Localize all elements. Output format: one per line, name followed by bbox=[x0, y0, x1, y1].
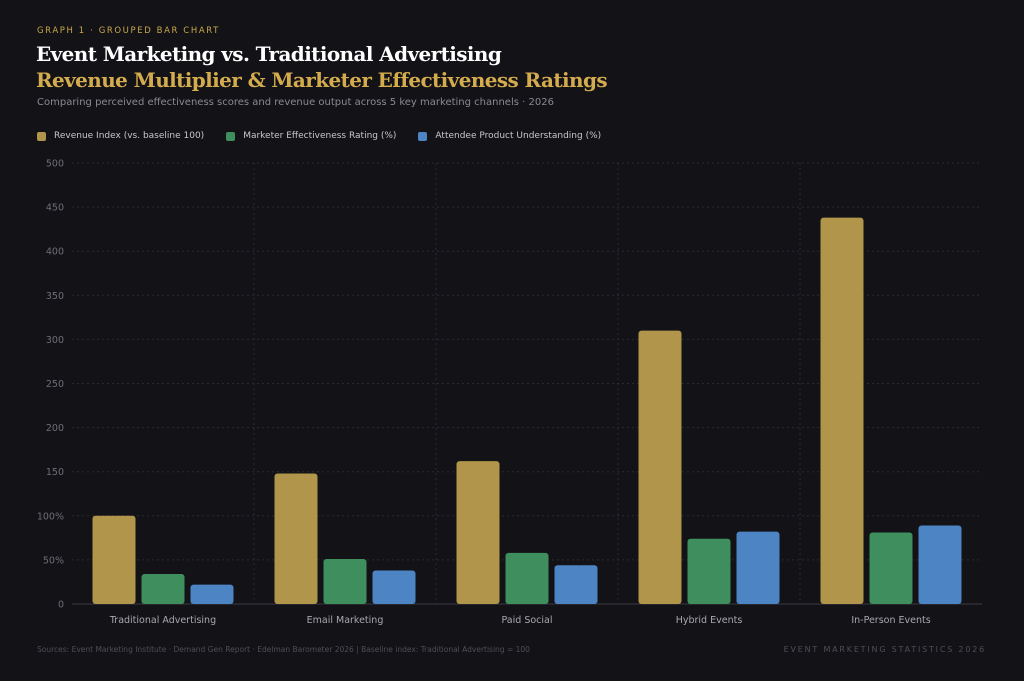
bar-understanding bbox=[554, 565, 598, 604]
legend-label-effectiveness: Marketer Effectiveness Rating (%) bbox=[243, 131, 397, 141]
bar-effectiveness bbox=[323, 559, 367, 604]
y-tick-label: 200 bbox=[46, 423, 64, 434]
eyebrow-label: GRAPH 1 · GROUPED BAR CHART bbox=[37, 26, 220, 36]
bar-revenue bbox=[820, 217, 864, 604]
y-tick-label: 500 bbox=[46, 159, 64, 170]
bar-revenue bbox=[638, 330, 682, 604]
bar-effectiveness bbox=[869, 532, 913, 604]
bar-effectiveness bbox=[505, 552, 549, 604]
bar-revenue bbox=[274, 473, 318, 604]
bar-understanding bbox=[736, 531, 780, 604]
x-tick-label: Email Marketing bbox=[307, 615, 384, 626]
sources-note: Sources: Event Marketing Institute · Dem… bbox=[37, 645, 530, 654]
legend-swatch-revenue bbox=[37, 131, 46, 141]
y-tick-label: 250 bbox=[46, 379, 64, 390]
bar-understanding bbox=[918, 525, 962, 604]
bar-effectiveness bbox=[141, 574, 185, 604]
legend-label-understanding: Attendee Product Understanding (%) bbox=[435, 131, 602, 141]
y-tick-label: 450 bbox=[46, 203, 64, 214]
legend-item-understanding: Attendee Product Understanding (%) bbox=[418, 131, 601, 141]
legend-label-revenue: Revenue Index (vs. baseline 100) bbox=[54, 131, 205, 141]
x-tick-label: Paid Social bbox=[502, 615, 553, 626]
y-tick-label: 400 bbox=[46, 247, 64, 258]
y-tick-label: 150 bbox=[46, 467, 64, 478]
bar-understanding bbox=[190, 584, 234, 604]
bar-revenue bbox=[456, 461, 500, 604]
chart-title: Event Marketing vs. Traditional Advertis… bbox=[36, 42, 502, 66]
y-tick-label: 300 bbox=[46, 335, 64, 346]
x-tick-label: Traditional Advertising bbox=[109, 615, 216, 626]
bar-revenue bbox=[92, 515, 136, 604]
bar-understanding bbox=[372, 570, 416, 604]
chart-subtitle-highlight: Revenue Multiplier & Marketer Effectiven… bbox=[36, 68, 608, 92]
y-tick-label: 0 bbox=[58, 600, 64, 611]
legend-swatch-understanding bbox=[418, 131, 428, 141]
y-tick-label: 50% bbox=[43, 555, 64, 566]
legend-item-revenue: Revenue Index (vs. baseline 100) bbox=[37, 131, 204, 141]
legend-swatch-effectiveness bbox=[226, 131, 236, 141]
y-tick-label: 100% bbox=[37, 511, 64, 522]
bar-effectiveness bbox=[687, 538, 731, 604]
x-tick-label: In-Person Events bbox=[851, 615, 930, 626]
chart-legend: Revenue Index (vs. baseline 100) Markete… bbox=[37, 131, 601, 141]
chart-description: Comparing perceived effectiveness scores… bbox=[37, 97, 554, 108]
x-tick-label: Hybrid Events bbox=[676, 615, 743, 626]
legend-item-effectiveness: Marketer Effectiveness Rating (%) bbox=[226, 131, 396, 141]
footer-brand: EVENT MARKETING STATISTICS 2026 bbox=[783, 645, 986, 654]
y-tick-label: 350 bbox=[46, 291, 64, 302]
